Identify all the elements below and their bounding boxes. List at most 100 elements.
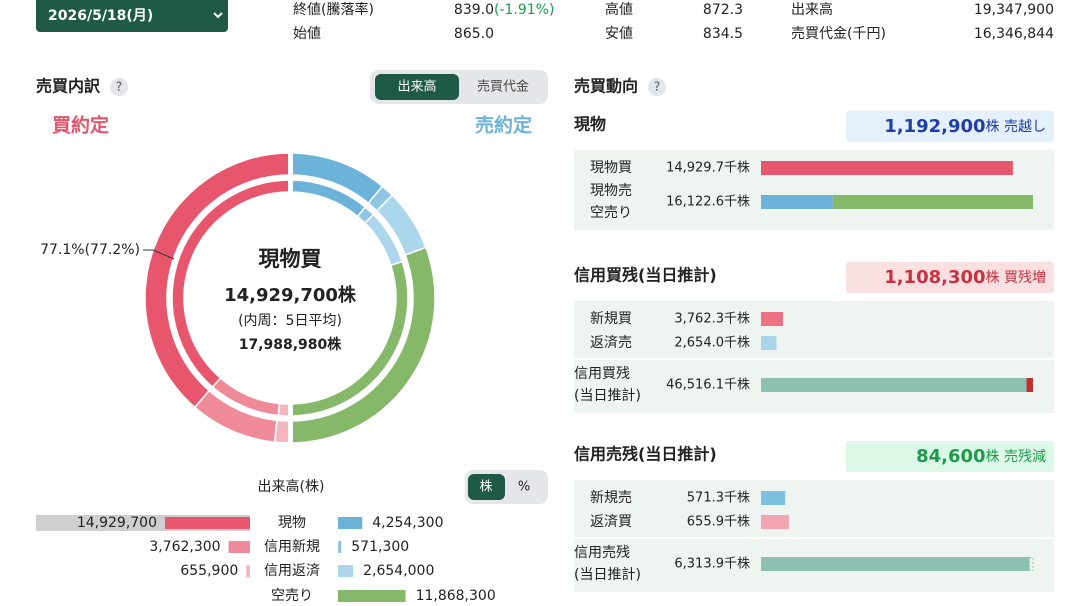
section-title: 信用売残(当日推計): [574, 445, 717, 464]
flow-bar: [761, 195, 833, 209]
legend-bar: [338, 565, 354, 577]
legend-value: 3,762,300: [149, 539, 220, 555]
stat-label: 安値: [605, 26, 633, 42]
row-label: 信用売残: [574, 545, 630, 561]
change-bar: [1028, 557, 1034, 571]
badge-text: 1,108,300株 買残増: [884, 267, 1046, 288]
row-value: 14,929.7千株: [666, 161, 750, 176]
row-name: 空売り: [271, 588, 313, 604]
center-title: 現物買: [259, 247, 322, 271]
badge-value: 84,600: [916, 446, 985, 467]
help-text: ?: [654, 80, 660, 94]
tab[interactable]: %: [518, 480, 530, 495]
row-value: 2,654.0千株: [674, 336, 750, 351]
row-name: 信用返済: [264, 563, 320, 579]
row-label: 現物売: [590, 183, 632, 199]
flow-box: [574, 480, 1054, 592]
stat-value: 872.3: [703, 2, 743, 18]
section-title: 現物: [574, 115, 606, 134]
row-label: 返済売: [590, 335, 632, 351]
section-title: 売買内訳: [36, 77, 101, 96]
center-avg: 17,988,980株: [239, 336, 343, 353]
stat-label: 始値: [293, 26, 321, 42]
center-note: (内周：5日平均): [238, 313, 342, 329]
row-name: 現物: [278, 515, 306, 531]
badge-value: 1,108,300: [884, 267, 985, 288]
row-value: 46,516.1千株: [666, 378, 750, 393]
flow-bar: [761, 312, 783, 326]
section-title: 信用買残(当日推計): [574, 266, 717, 285]
row-label: 新規買: [590, 311, 632, 327]
row-value: 16,122.6千株: [666, 195, 750, 210]
date-text: 2026/5/18(月): [48, 8, 153, 24]
stat-label: 出来高: [791, 1, 833, 18]
stat-value: 865.0: [454, 26, 494, 42]
stat-label: 終値(騰落率): [293, 1, 374, 18]
flow-box: [574, 301, 1054, 413]
badge-text: 1,192,900株 売越し: [884, 116, 1046, 137]
row-label: 現物買: [590, 160, 632, 176]
legend-bar: [165, 517, 250, 529]
help-icon[interactable]: [110, 78, 128, 96]
unit-title: 出来高(株): [258, 478, 325, 495]
callout-line: [143, 249, 175, 260]
buy-label: 買約定: [52, 114, 109, 137]
center-value: 14,929,700株: [224, 284, 357, 306]
row-label: 信用買残: [574, 366, 630, 382]
flow-bar: [832, 195, 1033, 209]
tab: 株: [479, 480, 492, 495]
legend-bar: [338, 541, 342, 553]
flow-bar: [761, 378, 1033, 392]
badge-unit: 株 売越し: [986, 119, 1046, 135]
row-label: (当日推計): [574, 567, 641, 583]
legend-value: 4,254,300: [372, 515, 443, 531]
row-value: 6,313.9千株: [674, 557, 750, 572]
badge: [846, 441, 1054, 472]
legend-bar: [246, 565, 250, 577]
flow-bar: [761, 336, 777, 350]
legend-value: 2,654,000: [363, 563, 434, 579]
legend-bar: [338, 517, 363, 529]
stat-value: 839.0: [454, 2, 494, 18]
row-label: 空売り: [590, 205, 632, 221]
row-label: 新規売: [590, 490, 632, 506]
flow-bar: [761, 557, 1030, 571]
sell-label: 売約定: [475, 114, 532, 137]
help-icon[interactable]: [648, 78, 666, 96]
stat-value: 19,347,900: [974, 2, 1054, 18]
legend-value: 11,868,300: [416, 588, 496, 604]
change-bar: [1026, 378, 1033, 392]
flow-bar: [761, 491, 786, 505]
date-select[interactable]: [36, 0, 228, 32]
row-label: (当日推計): [574, 388, 641, 404]
row-label: 返済買: [590, 514, 632, 530]
row-value: 571.3千株: [687, 491, 750, 506]
row-value: 3,762.3千株: [674, 312, 750, 327]
stat-value: 834.5: [703, 26, 743, 42]
legend-value: 655,900: [180, 563, 238, 579]
chevron: [213, 12, 223, 19]
row-value: 655.9千株: [687, 515, 750, 530]
flow-bar: [761, 161, 1013, 175]
badge: [846, 262, 1054, 293]
badge-unit: 株 売残減: [986, 448, 1046, 465]
section-title: 売買動向: [574, 77, 638, 96]
callout: 77.1%(77.2%): [40, 242, 140, 258]
tab-active[interactable]: [468, 474, 505, 500]
tab[interactable]: 売買代金: [477, 79, 529, 95]
legend-bar: [338, 590, 406, 602]
flow-bar: [761, 515, 789, 529]
donut-gap: [288, 150, 293, 446]
legend-value: 571,300: [351, 539, 409, 555]
legend-value: 14,929,700: [77, 515, 157, 531]
badge-unit: 株 買残増: [986, 270, 1046, 286]
stat-change: (-1.91%): [494, 2, 554, 18]
stat-label: 売買代金(千円): [791, 26, 886, 42]
tab: 出来高: [397, 79, 436, 95]
badge-value: 1,192,900: [884, 116, 985, 137]
legend-bar: [228, 541, 250, 553]
tab-active[interactable]: [375, 74, 459, 100]
stat-label: 高値: [605, 1, 633, 18]
badge-text: 84,600株 売残減: [916, 446, 1046, 467]
